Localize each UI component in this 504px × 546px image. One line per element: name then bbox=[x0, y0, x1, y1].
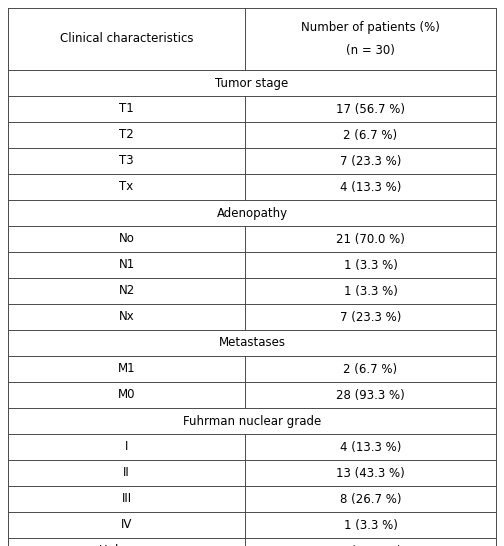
Text: Metastases: Metastases bbox=[219, 336, 285, 349]
Text: 17 (56.7 %): 17 (56.7 %) bbox=[336, 103, 405, 116]
Text: No: No bbox=[118, 233, 135, 246]
Text: 4 (13.3 %): 4 (13.3 %) bbox=[340, 181, 401, 193]
Text: 8 (26.7 %): 8 (26.7 %) bbox=[340, 492, 401, 506]
Text: 21 (70.0 %): 21 (70.0 %) bbox=[336, 233, 405, 246]
Text: IV: IV bbox=[121, 519, 132, 531]
Text: 2 (6.7 %): 2 (6.7 %) bbox=[343, 128, 398, 141]
Text: 7 (23.3 %): 7 (23.3 %) bbox=[340, 155, 401, 168]
Text: Tx: Tx bbox=[119, 181, 134, 193]
Text: Clinical characteristics: Clinical characteristics bbox=[60, 33, 193, 45]
Text: 28 (93.3 %): 28 (93.3 %) bbox=[336, 389, 405, 401]
Text: 7 (23.3 %): 7 (23.3 %) bbox=[340, 311, 401, 323]
Text: N2: N2 bbox=[118, 284, 135, 298]
Text: T3: T3 bbox=[119, 155, 134, 168]
Text: T2: T2 bbox=[119, 128, 134, 141]
Text: Nx: Nx bbox=[118, 311, 135, 323]
Text: T1: T1 bbox=[119, 103, 134, 116]
Text: III: III bbox=[121, 492, 132, 506]
Text: 1 (3.3 %): 1 (3.3 %) bbox=[344, 519, 398, 531]
Text: 2 (6.7 %): 2 (6.7 %) bbox=[343, 363, 398, 376]
Text: M0: M0 bbox=[118, 389, 135, 401]
Text: Tumor stage: Tumor stage bbox=[215, 76, 289, 90]
Text: 4 (13.3 %): 4 (13.3 %) bbox=[340, 441, 401, 454]
Text: II: II bbox=[123, 466, 130, 479]
Text: 4 (10.4 %): 4 (10.4 %) bbox=[340, 544, 401, 546]
Text: Adenopathy: Adenopathy bbox=[216, 206, 288, 219]
Text: N1: N1 bbox=[118, 258, 135, 271]
Text: Fuhrman nuclear grade: Fuhrman nuclear grade bbox=[183, 414, 321, 428]
Text: 1 (3.3 %): 1 (3.3 %) bbox=[344, 258, 398, 271]
Text: Unknown: Unknown bbox=[99, 544, 154, 546]
Text: (n = 30): (n = 30) bbox=[346, 44, 395, 57]
Text: I: I bbox=[125, 441, 128, 454]
Text: 1 (3.3 %): 1 (3.3 %) bbox=[344, 284, 398, 298]
Text: M1: M1 bbox=[118, 363, 135, 376]
Text: 13 (43.3 %): 13 (43.3 %) bbox=[336, 466, 405, 479]
Text: Number of patients (%): Number of patients (%) bbox=[301, 21, 440, 34]
